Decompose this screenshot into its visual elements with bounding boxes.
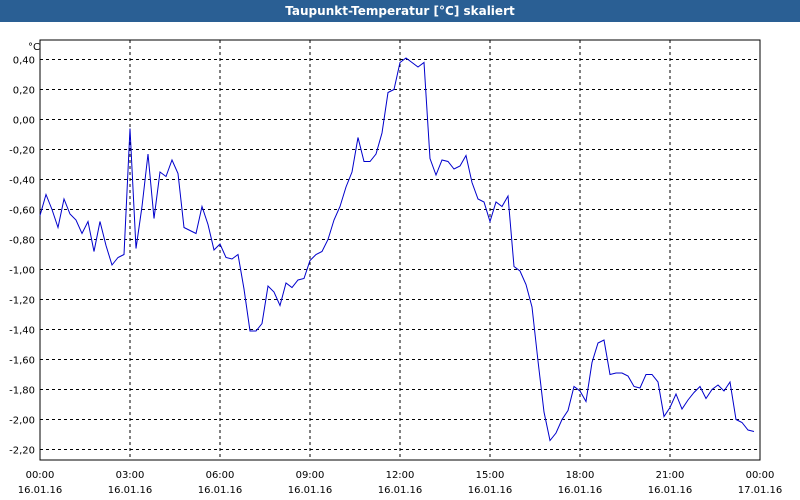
x-axis-ticks: 00:00 16.01.16 03:00 16.01.16 06:00 16.01.16 0… xyxy=(18,470,783,496)
x-tick-time-label: 06:00 xyxy=(206,470,235,481)
x-tick-date-label: 16.01.16 xyxy=(468,485,513,496)
window-title: Taupunkt-Temperatur [°C] skaliert xyxy=(0,0,800,22)
x-tick-time-label: 15:00 xyxy=(476,470,505,481)
x-tick-date-label: 16.01.16 xyxy=(378,485,423,496)
x-tick-date-label: 16.01.16 xyxy=(648,485,693,496)
x-tick-time-label: 00:00 xyxy=(746,470,775,481)
x-tick-time-label: 12:00 xyxy=(386,470,415,481)
y-tick-label: -1,80 xyxy=(9,386,35,397)
x-tick-time-label: 21:00 xyxy=(656,470,685,481)
x-tick-date-label: 16.01.16 xyxy=(198,485,243,496)
grid xyxy=(40,40,760,460)
y-axis-unit-label: °C xyxy=(28,42,40,53)
x-tick-date-label: 16.01.16 xyxy=(18,485,63,496)
y-tick-label: -2,00 xyxy=(9,416,35,427)
dew-point-chart: 0,40 0,20 0,00 -0,20 -0,40 -0,60 -0,80 -1,00 -1,… xyxy=(9,39,783,496)
x-tick-time-label: 09:00 xyxy=(296,470,325,481)
x-tick-time-label: 03:00 xyxy=(116,470,145,481)
y-tick-label: -0,40 xyxy=(9,176,35,187)
y-tick-label: 0,00 xyxy=(13,116,35,127)
x-tick-time-label: 00:00 xyxy=(26,470,55,481)
y-tick-label: -1,00 xyxy=(9,266,35,277)
y-tick-label: 0,20 xyxy=(13,86,35,97)
y-tick-label: -0,60 xyxy=(9,206,35,217)
x-tick-date-label: 17.01.16 xyxy=(738,485,783,496)
y-tick-label: -1,40 xyxy=(9,326,35,337)
x-tick-time-label: 18:00 xyxy=(566,470,595,481)
dew-point-series-line xyxy=(39,57,755,442)
x-tick-date-label: 16.01.16 xyxy=(288,485,333,496)
y-tick-label: 0,40 xyxy=(13,56,35,67)
y-tick-label: -0,80 xyxy=(9,236,35,247)
y-tick-label: -1,60 xyxy=(9,356,35,367)
y-axis-ticks: 0,40 0,20 0,00 -0,20 -0,40 -0,60 -0,80 -1,00 -1,… xyxy=(9,56,35,457)
y-tick-label: -0,20 xyxy=(9,146,35,157)
y-tick-label: -2,20 xyxy=(9,446,35,457)
y-tick-label: -1,20 xyxy=(9,296,35,307)
x-tick-date-label: 16.01.16 xyxy=(108,485,153,496)
plot-frame xyxy=(39,39,761,461)
x-tick-date-label: 16.01.16 xyxy=(558,485,603,496)
